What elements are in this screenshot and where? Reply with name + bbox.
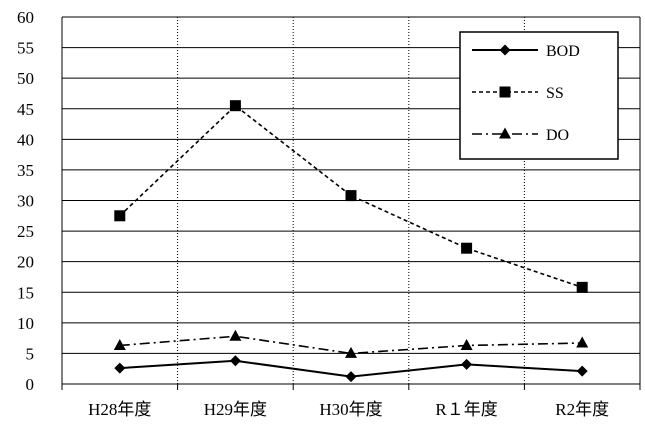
data-point [461,242,473,254]
data-point [229,329,242,341]
x-tick-label: H29年度 [204,400,267,419]
legend-label: DO [546,127,569,144]
y-tick-label: 25 [17,222,34,241]
data-point [114,210,126,222]
y-tick-label: 30 [17,192,34,211]
legend-marker [499,86,511,98]
y-tick-label: 45 [17,100,34,119]
x-tick-label: H28年度 [88,400,151,419]
data-point [576,365,588,377]
y-tick-label: 60 [17,8,34,27]
y-tick-label: 15 [17,283,34,302]
series-do [113,329,589,358]
data-point [114,362,126,374]
data-point [461,358,473,370]
series-line [119,335,583,355]
y-tick-label: 0 [26,375,35,394]
data-point [345,190,357,202]
data-point [576,336,589,348]
legend-item: BOD [472,43,580,60]
y-tick-label: 40 [17,130,34,149]
data-point [229,355,241,367]
y-tick-label: 10 [17,314,34,333]
series-bod [114,355,588,383]
legend-box [459,31,619,160]
data-point [113,338,126,350]
data-point [229,100,241,112]
legend: BOD SS DO [459,31,619,160]
series-line [119,104,583,289]
legend-label: SS [546,85,564,102]
y-tick-label: 5 [26,344,35,363]
x-tick-label: R１年度 [435,400,497,419]
y-tick-label: 50 [17,69,34,88]
series-ss [114,100,588,293]
legend-marker [499,127,511,139]
data-point [576,281,588,293]
y-tick-label: 20 [17,253,34,272]
x-tick-label: R2年度 [555,400,609,419]
legend-label: BOD [546,43,580,60]
y-tick-label: 35 [17,161,34,180]
legend-item: DO [472,127,569,144]
data-point [345,346,357,358]
x-tick-label: H30年度 [319,400,382,419]
legend-marker [499,44,511,56]
legend-item: SS [472,85,564,102]
data-point [345,371,357,383]
y-tick-label: 55 [17,39,34,58]
data-point [460,338,473,350]
